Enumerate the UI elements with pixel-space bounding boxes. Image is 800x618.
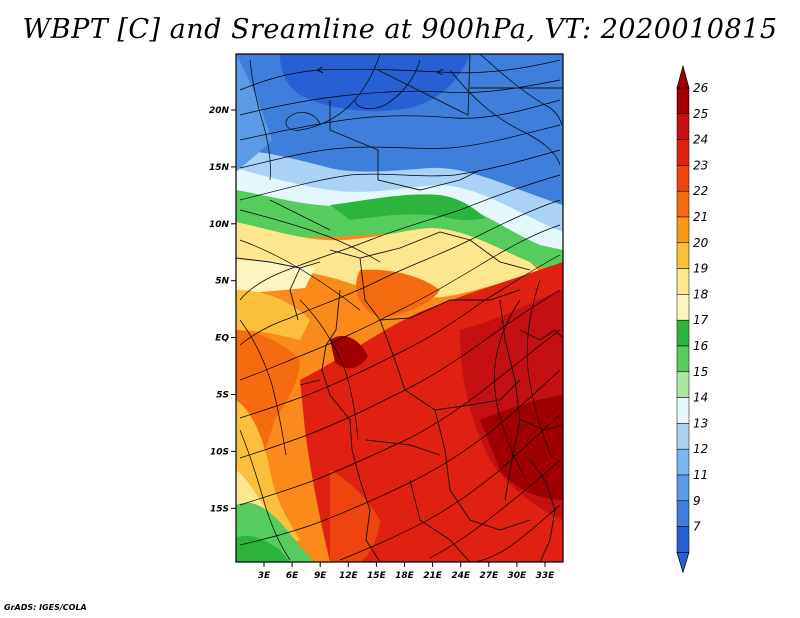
lon-label: 30E [508,571,528,581]
map-title: WBPT [C] and Sreamline at 900hPa, VT: 20… [22,14,778,45]
colorbar-label: 18 [693,287,709,301]
colorbar-label: 21 [693,210,708,224]
lat-label: 15N [209,163,230,173]
lon-label: 24E [451,571,471,581]
lon-label: 27E [479,571,499,581]
colorbar-bin [676,294,690,321]
lon-label: 6E [286,571,299,581]
lon-label: 18E [395,571,415,581]
colorbar-label: 11 [693,468,708,482]
colorbar-label: 19 [693,262,708,276]
colorbar-label: 24 [693,133,708,147]
colorbar-bin [676,242,690,269]
colorbar-label: 16 [693,339,709,353]
colorbar-bin [676,165,690,192]
colorbar-label: 14 [693,391,708,405]
colorbar-bin [676,423,690,450]
lat-label: 15S [210,504,229,514]
colorbar-bottom-arrow [676,552,690,574]
lon-label: 3E [258,571,271,581]
lon-label: 21E [423,571,443,581]
lat-label: EQ [215,334,229,344]
lat-label: 5N [215,277,229,287]
colorbar-label: 22 [693,184,708,198]
colorbar-label: 15 [693,365,708,379]
colorbar-bin [676,87,690,115]
colorbar-bin [676,139,690,166]
map-plot-area [236,54,563,562]
colorbar-label: 20 [693,236,709,250]
lon-label: 33E [536,571,556,581]
lon-label: 12E [339,571,359,581]
colorbar-label: 26 [693,81,709,95]
colorbar-label: 25 [693,107,708,121]
colorbar-bin [676,216,690,244]
colorbar-bin [676,371,690,398]
colorbar-bin [676,526,690,553]
country-borders [236,54,563,562]
colorbar: 26 25 24 23 22 21 20 19 18 17 16 15 14 13 12 11 9 7 [676,64,709,574]
colorbar-label: 9 [693,494,701,508]
longitude-axis: 3E 6E 9E 12E 15E 18E 21E 24E 27E 30E 33E [258,562,555,581]
lon-label: 15E [367,571,387,581]
colorbar-bin [676,190,690,218]
credit-text: GrADS: IGES/COLA [4,603,87,612]
colorbar-bin [676,319,690,347]
colorbar-bin [676,500,690,527]
colorbar-bin [676,345,690,373]
colorbar-bin [676,113,690,140]
latitude-axis: 20N 15N 10N 5N EQ 5S 10S 15S [209,106,236,514]
lat-label: 10N [209,220,230,230]
map-frame [235,53,564,563]
colorbar-label: 13 [693,416,708,430]
colorbar-label: 7 [693,520,701,534]
lat-label: 10S [210,447,229,457]
streamlines [239,54,563,562]
lon-label: 9E [314,571,327,581]
colorbar-label: 23 [693,158,708,172]
colorbar-bin [676,268,690,295]
colorbar-top-arrow [676,64,690,89]
colorbar-label: 17 [693,313,709,327]
lat-label: 5S [216,391,229,401]
colorbar-label: 12 [693,442,708,456]
colorbar-bin [676,448,690,476]
lat-label: 20N [209,106,230,116]
colorbar-bin [676,474,690,502]
colorbar-bin [676,397,690,424]
